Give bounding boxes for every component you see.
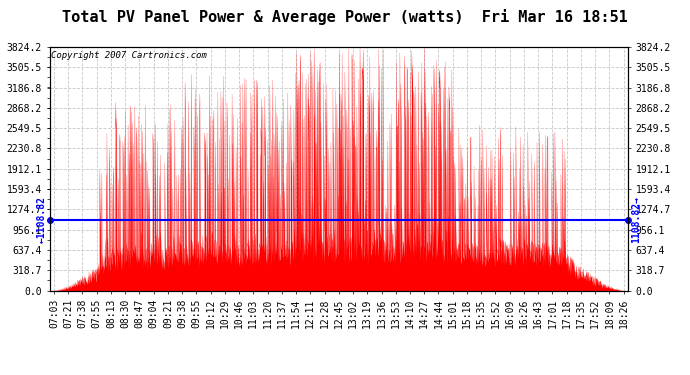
Text: ←1108.82: ←1108.82	[37, 196, 47, 243]
Text: Copyright 2007 Cartronics.com: Copyright 2007 Cartronics.com	[52, 51, 207, 60]
Text: Total PV Panel Power & Average Power (watts)  Fri Mar 16 18:51: Total PV Panel Power & Average Power (wa…	[62, 9, 628, 26]
Text: 1108.82→: 1108.82→	[631, 196, 641, 243]
